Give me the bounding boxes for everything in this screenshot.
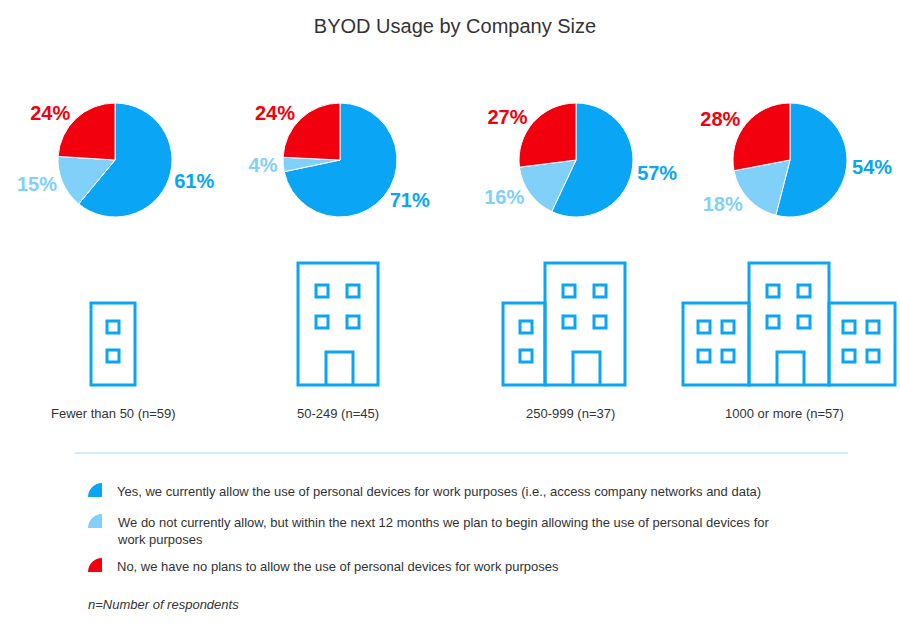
svg-text:We do not currently allow, but: We do not currently allow, but within th… bbox=[117, 515, 770, 547]
svg-text:16%: 16% bbox=[484, 186, 524, 208]
svg-text:27%: 27% bbox=[487, 106, 527, 128]
svg-text:Yes, we currently allow the us: Yes, we currently allow the use of perso… bbox=[117, 484, 761, 499]
svg-text:50-249 (n=45): 50-249 (n=45) bbox=[297, 406, 379, 421]
svg-text:1000 or more (n=57): 1000 or more (n=57) bbox=[725, 406, 844, 421]
svg-text:54%: 54% bbox=[852, 156, 892, 178]
svg-text:BYOD Usage by Company Size: BYOD Usage by Company Size bbox=[314, 15, 596, 37]
svg-text:n=Number of respondents: n=Number of respondents bbox=[88, 597, 239, 612]
svg-text:250-999 (n=37): 250-999 (n=37) bbox=[526, 406, 615, 421]
svg-text:24%: 24% bbox=[255, 102, 295, 124]
svg-text:18%: 18% bbox=[703, 193, 743, 215]
svg-text:4%: 4% bbox=[249, 154, 278, 176]
svg-text:24%: 24% bbox=[30, 102, 70, 124]
svg-text:Fewer than 50 (n=59): Fewer than 50 (n=59) bbox=[51, 406, 176, 421]
svg-text:61%: 61% bbox=[174, 170, 214, 192]
svg-text:15%: 15% bbox=[17, 173, 57, 195]
svg-text:28%: 28% bbox=[700, 108, 740, 130]
svg-text:No, we have no plans to allow: No, we have no plans to allow the use of… bbox=[117, 559, 559, 574]
svg-text:71%: 71% bbox=[390, 189, 430, 211]
svg-text:57%: 57% bbox=[637, 162, 677, 184]
